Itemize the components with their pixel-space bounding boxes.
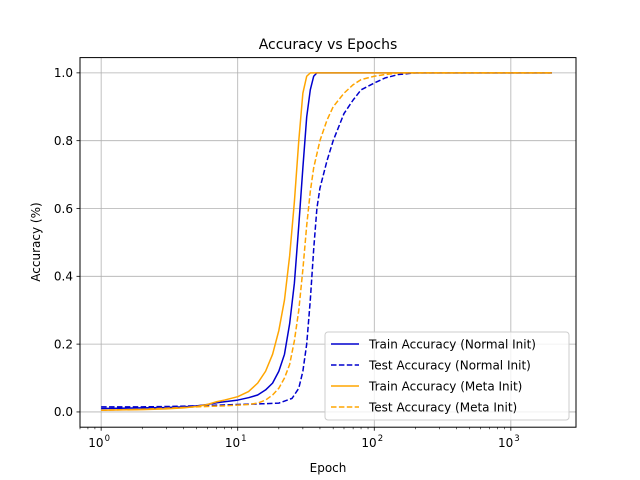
x-tick-exponent-3: 3 <box>514 434 519 444</box>
legend: Train Accuracy (Normal Init) Test Accurac… <box>324 331 570 421</box>
y-tick-label-0: 0.0 <box>54 405 73 419</box>
legend-label-1: Test Accuracy (Normal Init) <box>368 358 531 372</box>
x-tick-exponent-0: 0 <box>105 434 110 444</box>
plot-frame <box>79 57 577 428</box>
legend-label-0: Train Accuracy (Normal Init) <box>368 337 536 351</box>
x-tick-exponent-1: 1 <box>241 434 246 444</box>
y-tick-label-4: 0.8 <box>54 134 73 148</box>
series-line-3 <box>101 72 552 411</box>
x-axis-label: Epoch <box>310 461 347 475</box>
y-tick-label-5: 1.0 <box>54 66 73 80</box>
legend-box <box>324 331 570 421</box>
legend-label-2: Train Accuracy (Meta Init) <box>368 379 522 393</box>
y-tick-label-3: 0.6 <box>54 202 73 216</box>
series-layer <box>101 72 552 411</box>
y-axis-label: Accuracy (%) <box>29 202 43 281</box>
x-tick-exponent-2: 2 <box>378 434 383 444</box>
series-line-2 <box>101 72 552 411</box>
chart-title: Accuracy vs Epochs <box>259 37 398 53</box>
y-tick-label-2: 0.4 <box>54 270 73 284</box>
legend-label-3: Test Accuracy (Meta Init) <box>368 400 517 414</box>
y-tick-label-1: 0.2 <box>54 337 73 351</box>
